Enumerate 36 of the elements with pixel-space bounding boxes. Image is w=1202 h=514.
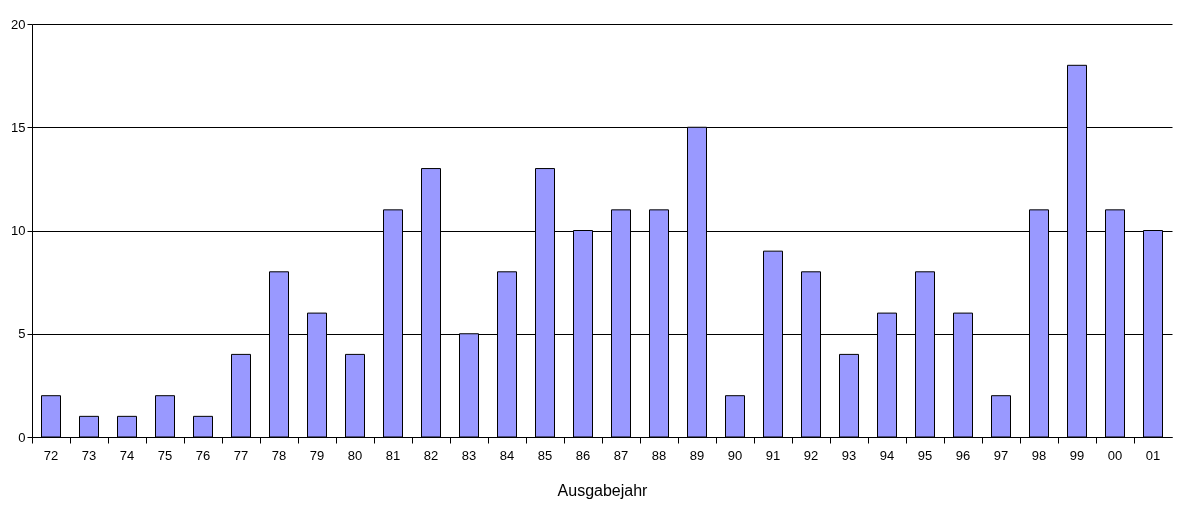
x-tick-label: 74 xyxy=(119,447,135,463)
x-tick-label: 77 xyxy=(233,447,249,463)
x-tick-label: 72 xyxy=(43,447,59,463)
y-tick-label: 5 xyxy=(18,326,26,342)
x-tick-label: 78 xyxy=(271,447,287,463)
x-axis-title: Ausgabejahr xyxy=(557,481,649,499)
x-tick-label: 89 xyxy=(689,447,705,463)
x-tick-label: 84 xyxy=(499,447,515,463)
x-tick-label: 73 xyxy=(81,447,97,463)
x-tick-label: 90 xyxy=(727,447,743,463)
x-tick-label: 94 xyxy=(879,447,895,463)
x-tick-label: 76 xyxy=(195,447,211,463)
x-tick-label: 99 xyxy=(1069,447,1085,463)
x-tick-label: 01 xyxy=(1145,447,1161,463)
x-tick-label: 82 xyxy=(423,447,439,463)
x-tick-label: 95 xyxy=(917,447,933,463)
x-tick-label: 75 xyxy=(157,447,173,463)
x-tick-label: 98 xyxy=(1031,447,1047,463)
y-tick-label: 10 xyxy=(11,223,26,238)
x-tick-label: 85 xyxy=(537,447,553,463)
x-tick-label: 79 xyxy=(309,447,325,463)
x-tick-label: 86 xyxy=(575,447,591,463)
x-tick-label: 00 xyxy=(1107,447,1123,463)
x-tick-label: 97 xyxy=(993,447,1009,463)
x-tick-label: 92 xyxy=(803,447,819,463)
x-tick-label: 81 xyxy=(385,447,401,463)
y-tick-label: 20 xyxy=(11,16,26,32)
x-tick-label: 80 xyxy=(347,447,363,463)
y-tick-label: 0 xyxy=(18,429,26,445)
x-tick-label: 88 xyxy=(651,447,667,463)
x-tick-label: 96 xyxy=(955,447,971,463)
x-tick-label: 91 xyxy=(765,447,781,463)
x-tick-label: 93 xyxy=(841,447,857,463)
x-tick-label: 83 xyxy=(461,447,477,463)
y-tick-label: 15 xyxy=(11,119,26,135)
x-tick-label: 87 xyxy=(613,447,629,463)
